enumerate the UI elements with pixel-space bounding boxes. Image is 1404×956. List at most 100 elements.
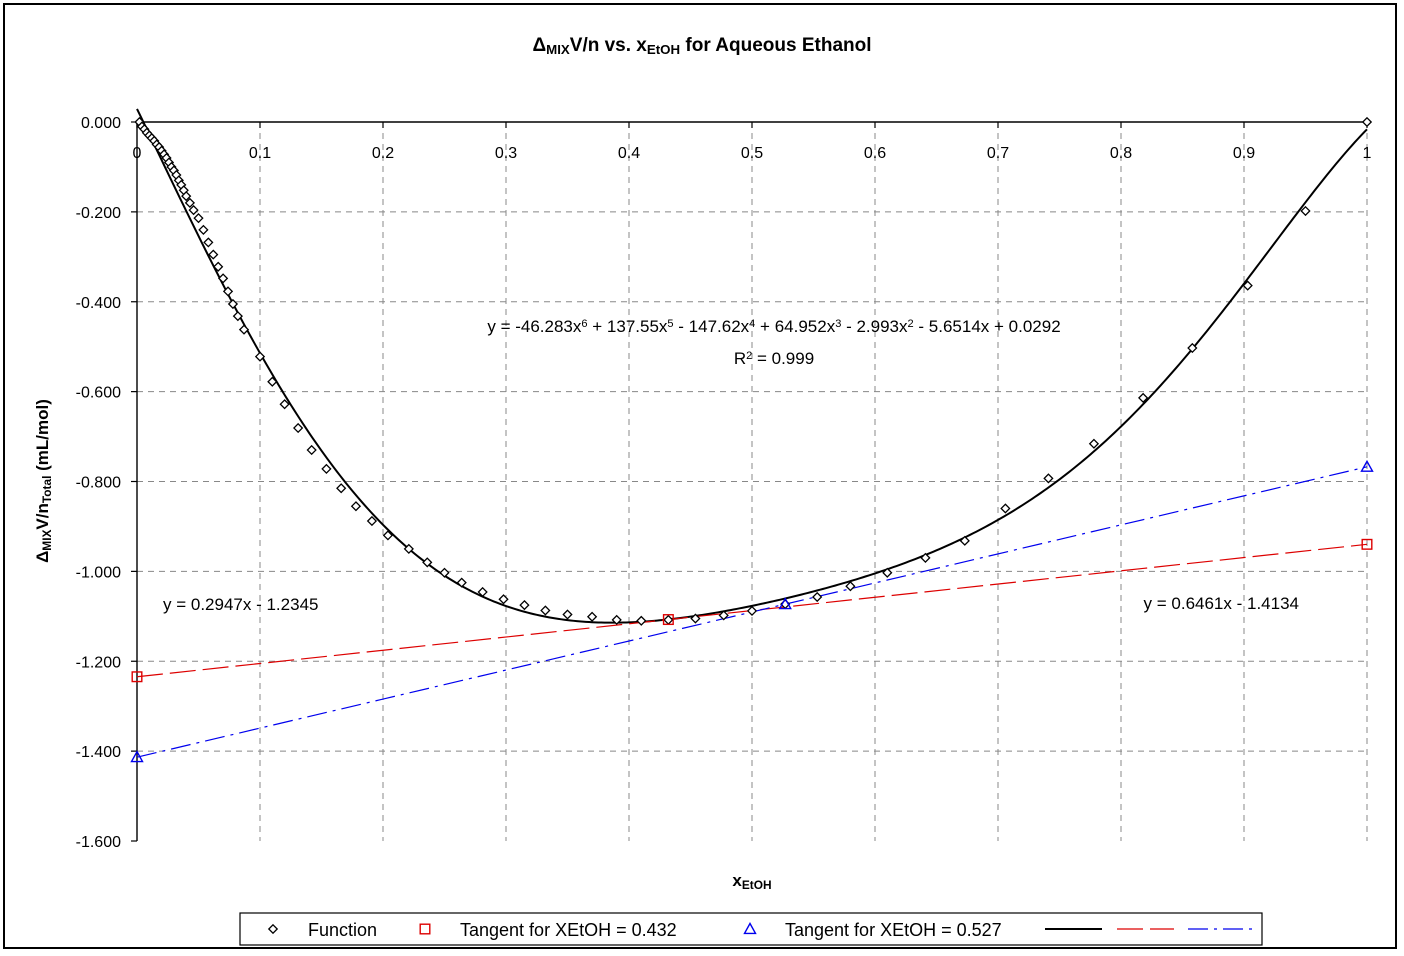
poly-equation-part: + 64.952x bbox=[755, 317, 835, 336]
x-axis-label: xEtOH bbox=[732, 871, 771, 892]
poly-equation-part: 4 bbox=[749, 318, 755, 330]
data-point-diamond bbox=[920, 552, 931, 564]
legend-box bbox=[239, 912, 1263, 946]
data-point-diamond bbox=[188, 204, 199, 216]
legend: Function Tangent for XEtOH = 0.432 Tangent… bbox=[239, 912, 1263, 946]
legend-label: Tangent for XEtOH = 0.527 bbox=[785, 920, 1002, 940]
poly-equation-part: y = -46.283x bbox=[487, 317, 582, 336]
data-point-diamond bbox=[208, 249, 219, 260]
title-subscript-mix: MIX bbox=[546, 42, 570, 57]
x-label-subscript: EtOH bbox=[742, 878, 772, 892]
data-point-diamond bbox=[366, 515, 378, 527]
data-point-diamond bbox=[232, 311, 243, 322]
data-point-diamond bbox=[718, 610, 729, 621]
y-tick-label: -1.600 bbox=[76, 834, 121, 851]
title-text: V/n vs. x bbox=[570, 35, 648, 56]
data-point-square bbox=[131, 671, 143, 683]
data-point-diamond bbox=[882, 567, 893, 578]
y-tick-label: 0.000 bbox=[81, 115, 121, 132]
data-point-diamond bbox=[1138, 392, 1149, 404]
data-point-diamond bbox=[382, 530, 394, 541]
x-tick-label: 0.1 bbox=[249, 145, 271, 162]
tangent2-equation-label: y = 0.6461x - 1.4134 bbox=[1144, 594, 1299, 613]
data-point-diamond bbox=[845, 581, 856, 592]
y-tick-label: -0.400 bbox=[76, 295, 121, 312]
y-tick-label: -1.000 bbox=[76, 564, 121, 581]
chart-title: ΔMIXV/n vs. xEtOH for Aqueous Ethanol bbox=[532, 35, 871, 57]
data-point-diamond bbox=[422, 557, 433, 568]
x-tick-label: 0.8 bbox=[1110, 145, 1132, 162]
legend-marker-diamond bbox=[267, 923, 279, 935]
data-point-diamond bbox=[238, 324, 250, 335]
data-point-diamond bbox=[1000, 503, 1011, 514]
legend-marker-triangle bbox=[743, 922, 757, 935]
data-point-diamond bbox=[1088, 438, 1100, 449]
y-label-text: V/n bbox=[33, 503, 52, 529]
data-point-diamond bbox=[498, 594, 509, 605]
data-point-diamond bbox=[321, 463, 332, 475]
y-tick-label: -1.400 bbox=[76, 744, 121, 761]
data-point-diamond bbox=[562, 609, 573, 620]
data-point-diamond bbox=[746, 605, 758, 617]
x-tick-label: 1 bbox=[1363, 145, 1372, 162]
x-tick-label: 0.4 bbox=[618, 145, 640, 162]
data-point-diamond bbox=[1361, 116, 1373, 128]
data-point-diamond bbox=[663, 614, 674, 626]
title-subscript-etoh: EtOH bbox=[647, 42, 680, 57]
axes: 0 0.1 0.2 0.3 0.4 0.5 0.6 0.7 0.8 0.9 1 0.000 -0.200… bbox=[76, 115, 1372, 851]
data-point-diamond bbox=[181, 191, 192, 202]
data-point-diamond bbox=[959, 535, 970, 546]
data-point-diamond bbox=[1043, 473, 1054, 484]
title-tail: for Aqueous Ethanol bbox=[680, 35, 871, 56]
title-delta: Δ bbox=[532, 35, 546, 56]
data-point-diamond bbox=[1300, 205, 1311, 217]
data-point-diamond bbox=[1242, 280, 1253, 291]
data-point-diamond bbox=[227, 298, 239, 310]
y-label-units: (mL/mol) bbox=[33, 399, 52, 476]
data-point-diamond bbox=[611, 614, 622, 626]
data-point-diamond bbox=[213, 261, 224, 272]
tangent1-equation-label: y = 0.2947x - 1.2345 bbox=[163, 595, 318, 614]
data-point-square bbox=[662, 614, 674, 626]
data-point-diamond bbox=[193, 213, 204, 224]
poly-equation-part: - 147.62x bbox=[674, 317, 750, 336]
x-tick-label: 0.3 bbox=[495, 145, 517, 162]
poly-equation-label: y = -46.283x6 + 137.55x5 - 147.62x4 + 64… bbox=[487, 317, 1060, 336]
r-squared-part: 2 bbox=[746, 350, 752, 362]
series-markers bbox=[130, 116, 1374, 763]
data-point-diamond bbox=[456, 577, 467, 588]
data-point-diamond bbox=[279, 399, 290, 410]
poly-equation-part: 6 bbox=[581, 318, 587, 330]
y-tick-label: -0.600 bbox=[76, 385, 121, 402]
poly-equation-part: - 2.993x bbox=[841, 317, 908, 336]
poly-equation-part: 3 bbox=[835, 318, 841, 330]
data-point-diamond bbox=[540, 605, 551, 616]
x-tick-label: 0.9 bbox=[1233, 145, 1255, 162]
data-point-diamond bbox=[336, 483, 347, 494]
data-point-diamond bbox=[586, 611, 598, 622]
legend-label: Tangent for XEtOH = 0.432 bbox=[460, 920, 677, 940]
data-point-diamond bbox=[222, 286, 234, 297]
x-tick-label: 0 bbox=[133, 145, 142, 162]
r-squared-part: = 0.999 bbox=[752, 349, 814, 368]
data-point-square bbox=[1361, 538, 1373, 550]
poly-equation-part: - 5.6514x + 0.0292 bbox=[914, 317, 1061, 336]
y-label-subscript-total: Total bbox=[40, 476, 54, 504]
r-squared-part: R bbox=[734, 349, 746, 368]
poly-equation-part: 5 bbox=[667, 318, 673, 330]
grid bbox=[137, 121, 1368, 841]
data-point-diamond bbox=[812, 591, 823, 603]
data-point-diamond bbox=[203, 237, 214, 248]
data-point-diamond bbox=[267, 376, 278, 387]
data-point-triangle bbox=[1360, 459, 1374, 472]
data-point-diamond bbox=[439, 567, 450, 578]
x-tick-label: 0.5 bbox=[741, 145, 763, 162]
data-point-diamond bbox=[306, 444, 317, 456]
data-point-diamond bbox=[350, 501, 362, 512]
data-point-diamond bbox=[198, 224, 209, 235]
data-point-diamond bbox=[293, 422, 304, 434]
data-point-diamond bbox=[690, 613, 701, 624]
annotations: y = -46.283x6 + 137.55x5 - 147.62x4 + 64… bbox=[163, 317, 1299, 614]
data-point-diamond bbox=[254, 351, 266, 362]
